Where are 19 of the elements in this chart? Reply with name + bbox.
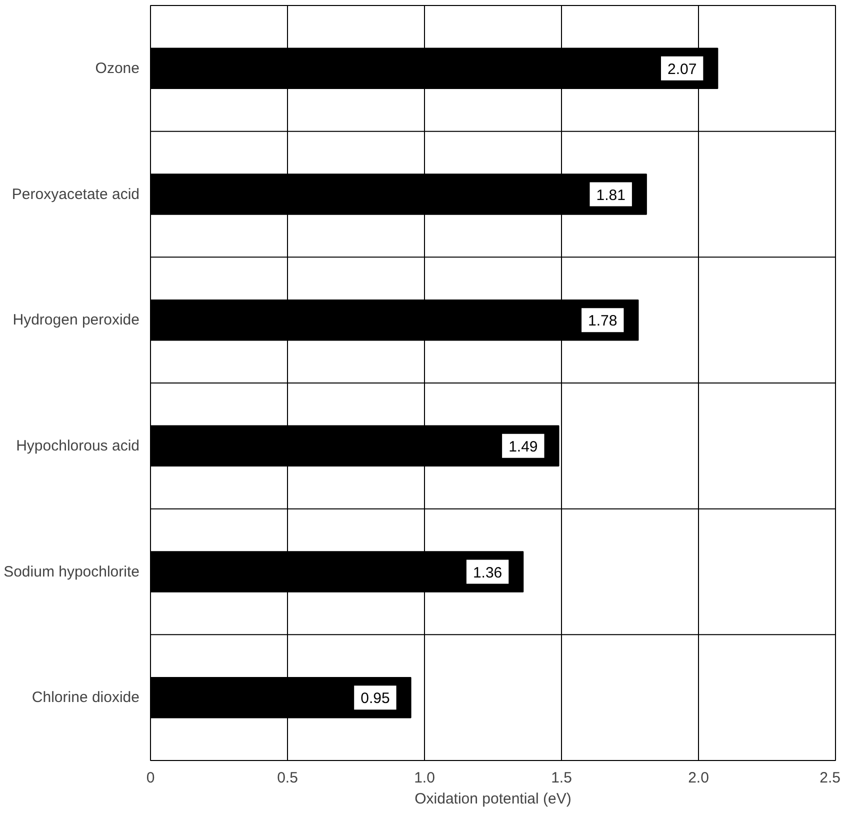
data-label: 0.95: [360, 690, 390, 708]
y-tick-label: Hydrogen peroxide: [12, 312, 140, 329]
y-tick-label: Hypochlorous acid: [16, 437, 140, 454]
y-tick-label: Ozone: [95, 60, 140, 77]
x-tick-label: 0.5: [277, 770, 298, 786]
data-label: 1.49: [508, 438, 538, 456]
y-tick-label: Sodium hypochlorite: [4, 563, 140, 580]
data-label: 1.78: [588, 312, 618, 330]
x-tick-label: 1.0: [414, 770, 435, 786]
y-tick-label: Chlorine dioxide: [32, 689, 140, 706]
x-axis-title: Oxidation potential (eV): [414, 790, 572, 808]
data-label: 1.81: [596, 186, 626, 204]
y-tick-label: Peroxyacetate acid: [12, 186, 140, 203]
x-tick-label: 0: [146, 770, 155, 786]
x-tick-label: 1.5: [551, 770, 572, 786]
x-tick-label: 2.0: [688, 770, 709, 786]
x-tick-label: 2.5: [820, 770, 841, 786]
data-label: 1.36: [472, 564, 502, 582]
data-label: 2.07: [667, 60, 697, 78]
